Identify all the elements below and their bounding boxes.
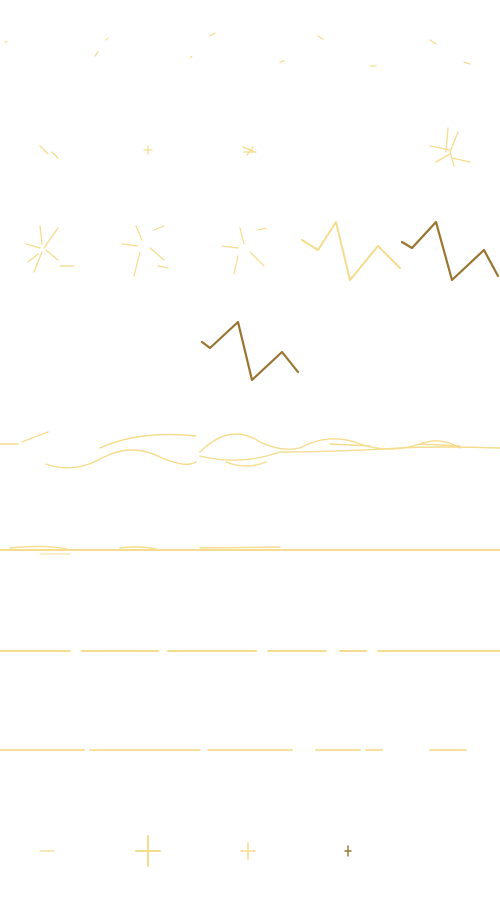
burst-icon: [221, 227, 267, 275]
star-sparkle-icon: [135, 835, 161, 867]
star-sparkle-icon: [240, 842, 256, 860]
burst-icon: [121, 225, 169, 277]
burst-icon: [429, 127, 471, 167]
line-row-a: [0, 545, 500, 555]
sparkle-dots-icon: [4, 37, 109, 57]
lightning-icon: [200, 320, 300, 382]
star-sparkle-icon: [344, 845, 352, 857]
sparkle-dots-icon: [189, 32, 216, 59]
glow-line-icon: [0, 545, 500, 555]
lightning-icon: [400, 220, 500, 282]
burst-icon: [25, 225, 75, 273]
wave-row: [0, 431, 500, 469]
burst-icon: [242, 146, 257, 156]
burst-row: [39, 127, 471, 167]
burst-icon: [39, 145, 59, 159]
lightning-icon: [301, 221, 401, 281]
lightning-row-a: [25, 220, 500, 282]
star-row: [39, 835, 352, 867]
sparkle-dots-icon: [279, 35, 324, 63]
wave-stroke-icon: [0, 431, 500, 469]
sparkle-row: [4, 32, 471, 67]
lightning-row-b: [200, 320, 300, 382]
sparkle-dots-icon: [369, 39, 471, 67]
burst-icon: [143, 145, 153, 155]
